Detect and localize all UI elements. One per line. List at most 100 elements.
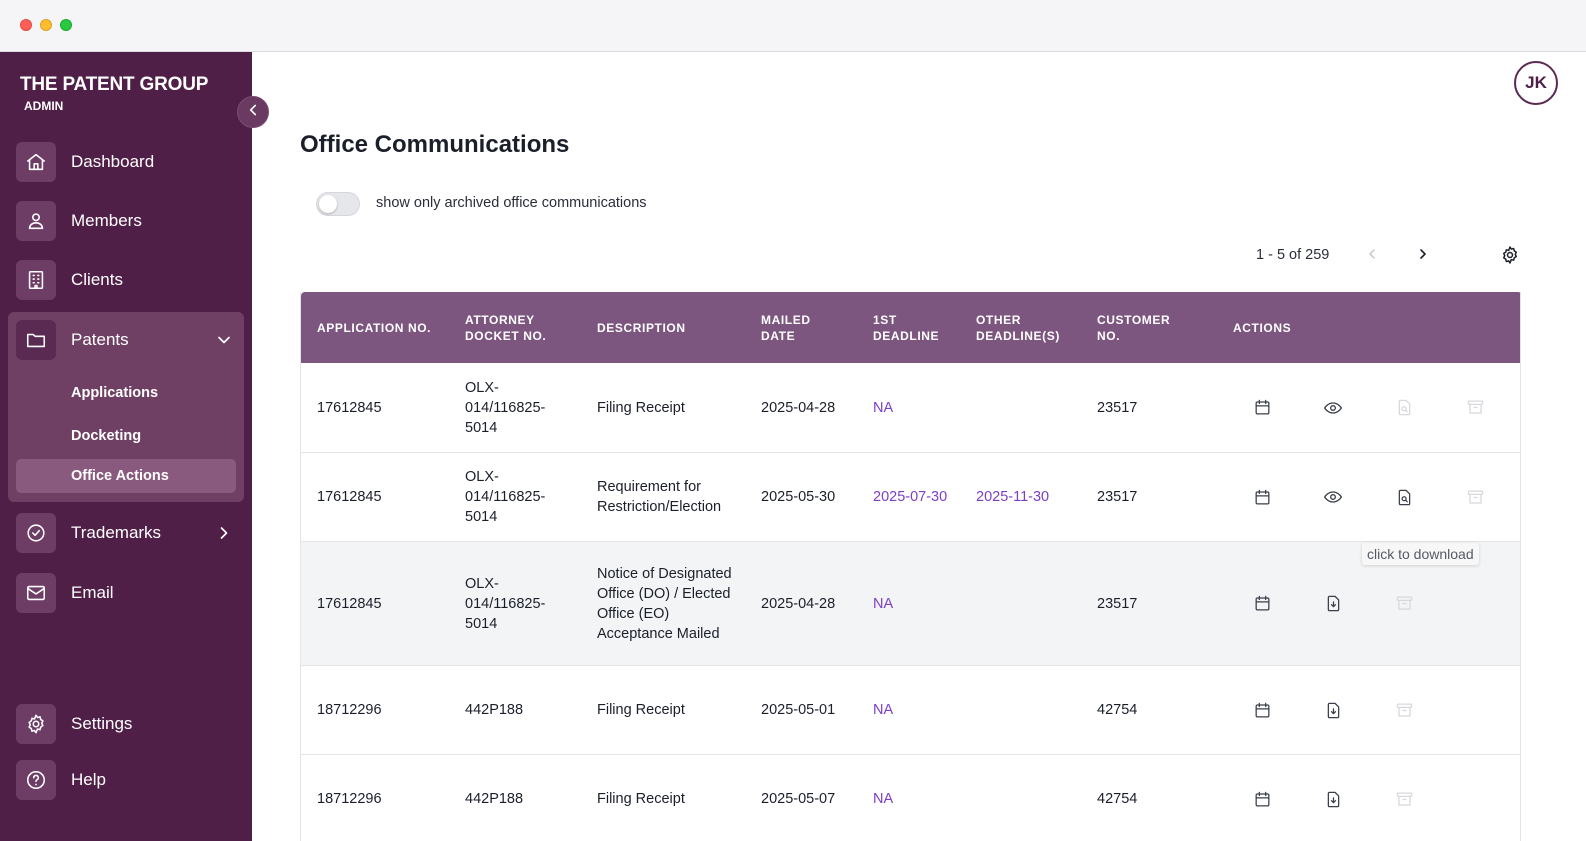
calendar-icon[interactable] — [1250, 542, 1274, 665]
cell-attorney-docket: OLX-014/116825-5014 — [465, 469, 546, 525]
archive-icon[interactable] — [1392, 755, 1416, 841]
pagination-range: 1 - 5 of 259 — [1256, 247, 1330, 263]
user-avatar[interactable]: JK — [1514, 61, 1558, 105]
table-row[interactable]: 17612845 OLX-014/116825-5014 Notice of D… — [301, 542, 1520, 666]
sidebar-item-label: Members — [71, 211, 142, 230]
previous-page-button[interactable] — [1364, 246, 1380, 267]
collapse-sidebar-button[interactable] — [237, 96, 269, 128]
cell-customer-no: 23517 — [1097, 489, 1138, 505]
column-header-attorney-docket-no[interactable]: ATTORNEY DOCKET NO. — [465, 312, 547, 343]
gear-icon — [16, 704, 56, 744]
toggle-knob — [319, 195, 337, 213]
chevron-down-icon[interactable] — [214, 330, 234, 355]
calendar-icon[interactable] — [1250, 363, 1274, 452]
file-download-icon[interactable] — [1321, 542, 1345, 665]
column-header-description[interactable]: DESCRIPTION — [597, 320, 686, 335]
maximize-window-button[interactable] — [60, 19, 72, 31]
page-title: Office Communications — [300, 131, 570, 158]
sidebar: THE PATENT GROUP ADMIN Dashboard Members… — [0, 52, 252, 841]
table-row[interactable]: 18712296 442P188 Filing Receipt 2025-05-… — [301, 755, 1520, 841]
cell-attorney-docket: OLX-014/116825-5014 — [465, 575, 546, 632]
mail-icon — [16, 573, 56, 613]
archived-toggle-label: show only archived office communications — [376, 195, 647, 211]
file-search-icon[interactable] — [1392, 453, 1416, 541]
file-search-icon[interactable] — [1392, 363, 1416, 452]
calendar-icon[interactable] — [1250, 666, 1274, 754]
cell-mailed-date: 2025-05-01 — [761, 702, 836, 718]
column-header-mailed-date[interactable]: MAILED DATE — [761, 312, 811, 343]
sidebar-item-dashboard[interactable]: Dashboard — [8, 136, 244, 188]
cell-mailed-date: 2025-04-28 — [761, 595, 836, 612]
table-row[interactable]: 18712296 442P188 Filing Receipt 2025-05-… — [301, 666, 1520, 755]
cell-application-no: 17612845 — [317, 489, 382, 505]
archived-toggle[interactable] — [316, 192, 360, 216]
close-window-button[interactable] — [20, 19, 32, 31]
archive-icon[interactable] — [1463, 363, 1487, 452]
calendar-icon[interactable] — [1250, 755, 1274, 841]
cell-customer-no: 23517 — [1097, 399, 1138, 416]
sidebar-item-label: Help — [71, 770, 106, 789]
sidebar-subitem-applications[interactable]: Applications — [71, 385, 159, 401]
sidebar-item-members[interactable]: Members — [8, 195, 244, 247]
sidebar-item-trademarks[interactable]: Trademarks — [8, 507, 244, 559]
cell-application-no: 17612845 — [317, 595, 382, 612]
sidebar-subitem-docketing[interactable]: Docketing — [71, 428, 142, 444]
eye-icon[interactable] — [1321, 453, 1345, 541]
sidebar-item-label: Trademarks — [71, 523, 162, 542]
column-header-1st-deadline[interactable]: 1ST DEADLINE — [873, 312, 940, 343]
sidebar-item-label: Dashboard — [71, 152, 155, 171]
sidebar-subitem-office-actions[interactable]: Office Actions — [16, 459, 236, 493]
cell-application-no: 18712296 — [317, 702, 382, 718]
cell-mailed-date: 2025-05-07 — [761, 791, 836, 807]
archive-icon[interactable] — [1392, 666, 1416, 754]
sidebar-item-settings[interactable]: Settings — [8, 698, 244, 750]
download-tooltip: click to download — [1362, 543, 1479, 565]
cell-description: Filing Receipt — [597, 702, 685, 718]
column-header-customer-no[interactable]: CUSTOMER NO. — [1097, 312, 1171, 343]
chevron-right-icon[interactable] — [214, 523, 234, 548]
sidebar-item-email[interactable]: Email — [8, 567, 244, 619]
cell-attorney-docket: OLX-014/116825-5014 — [465, 379, 546, 436]
sidebar-item-help[interactable]: Help — [8, 754, 244, 806]
users-icon — [16, 201, 56, 241]
cell-description: Requirement for Restriction/Election — [597, 479, 722, 515]
table-row[interactable]: 17612845 OLX-014/116825-5014 Filing Rece… — [301, 363, 1520, 453]
cell-other-deadlines[interactable]: 2025-11-30 — [976, 489, 1050, 505]
table-settings-gear-icon[interactable] — [1500, 245, 1520, 270]
help-circle-icon — [16, 760, 56, 800]
cell-first-deadline[interactable]: NA — [873, 595, 894, 612]
cell-first-deadline[interactable]: 2025-07-30 — [873, 489, 948, 505]
cell-first-deadline[interactable]: NA — [873, 791, 894, 807]
cell-attorney-docket: 442P188 — [465, 702, 524, 718]
sidebar-item-patents[interactable]: Patents — [8, 314, 244, 366]
cell-customer-no: 23517 — [1097, 595, 1138, 612]
cell-description: Filing Receipt — [597, 399, 685, 416]
building-icon — [16, 260, 56, 300]
table-row[interactable]: 17612845 OLX-014/116825-5014 Requirement… — [301, 453, 1520, 542]
sidebar-item-label: Patents — [71, 330, 129, 349]
file-download-icon[interactable] — [1321, 755, 1345, 841]
cell-attorney-docket: 442P188 — [465, 791, 524, 807]
eye-icon[interactable] — [1321, 363, 1345, 452]
calendar-icon[interactable] — [1250, 453, 1274, 541]
sidebar-item-label: Email — [71, 583, 114, 602]
archive-icon[interactable] — [1392, 542, 1416, 665]
sidebar-item-clients[interactable]: Clients — [8, 254, 244, 306]
cell-application-no: 17612845 — [317, 399, 382, 416]
archive-icon[interactable] — [1463, 453, 1487, 541]
cell-first-deadline[interactable]: NA — [873, 399, 894, 416]
cell-customer-no: 42754 — [1097, 702, 1138, 718]
minimize-window-button[interactable] — [40, 19, 52, 31]
window-titlebar — [0, 0, 1586, 52]
home-icon — [16, 142, 56, 182]
file-download-icon[interactable] — [1321, 666, 1345, 754]
cell-mailed-date: 2025-05-30 — [761, 489, 836, 505]
column-header-other-deadlines[interactable]: OTHER DEADLINE(S) — [976, 312, 1060, 343]
folder-icon — [16, 320, 56, 360]
badge-check-icon — [16, 513, 56, 553]
chevron-left-icon — [244, 101, 262, 124]
next-page-button[interactable] — [1415, 246, 1431, 267]
cell-first-deadline[interactable]: NA — [873, 702, 894, 718]
table-header: APPLICATION NO. ATTORNEY DOCKET NO. DESC… — [301, 292, 1520, 363]
column-header-application-no[interactable]: APPLICATION NO. — [317, 320, 432, 335]
